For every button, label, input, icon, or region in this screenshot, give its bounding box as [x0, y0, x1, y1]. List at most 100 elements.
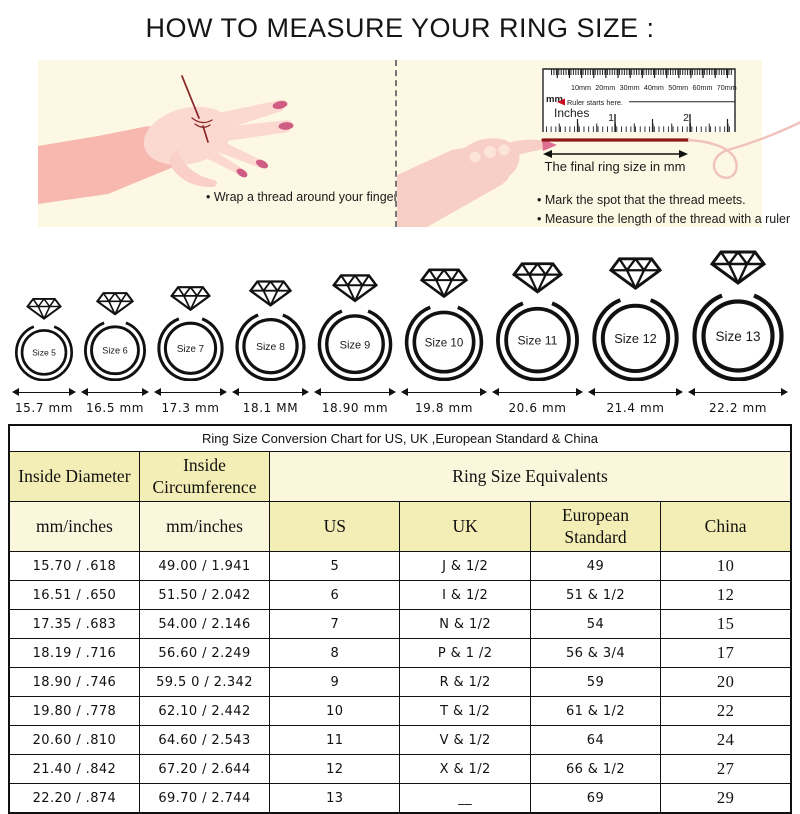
svg-text:30mm: 30mm [620, 83, 640, 92]
diamond-icon [170, 286, 211, 312]
diamond-icon [419, 268, 469, 299]
measure-arrow-icon [688, 388, 788, 397]
ring-diameter-label: 21.4 mm [606, 401, 665, 415]
table-row: 16.51 / .650 51.50 / 2.042 6 I & 1/2 51 … [8, 580, 792, 610]
ring-icon: Size 6 [84, 292, 146, 381]
inside-diameter-cell: 18.19 / .716 [8, 638, 140, 668]
china-size-cell: 22 [660, 696, 792, 726]
svg-text:10mm: 10mm [571, 83, 591, 92]
ruler-illustration: 10mm 20mm 30mm 40mm 50mm 60mm 70mm mm Ru… [397, 68, 800, 227]
table-row: 21.40 / .842 67.20 / 2.644 12 X & 1/2 66… [8, 754, 792, 784]
ruler-icon: 10mm 20mm 30mm 40mm 50mm 60mm 70mm mm Ru… [542, 68, 737, 133]
inside-circumference-cell: 59.5 0 / 2.342 [138, 667, 271, 697]
svg-text:70mm: 70mm [717, 83, 737, 92]
china-column-header: China [660, 501, 792, 552]
european-size-cell: 61 & 1/2 [529, 696, 662, 726]
panel-measure-thread: 10mm 20mm 30mm 40mm 50mm 60mm 70mm mm Ru… [397, 60, 800, 227]
uk-size-cell: R & 1/2 [399, 667, 531, 697]
european-size-cell: 54 [529, 609, 662, 639]
ring-size-item: Size 10 19.8 mm [401, 267, 487, 415]
china-size-cell: 12 [660, 580, 792, 610]
ring-diameter-label: 22.2 mm [708, 401, 768, 415]
table-row: 18.90 / .746 59.5 0 / 2.342 9 R & 1/2 59… [8, 667, 792, 697]
inch-number-1: 1 [608, 112, 614, 124]
european-size-cell: 66 & 1/2 [529, 754, 662, 784]
inside-diameter-cell: 17.35 / .683 [8, 609, 140, 639]
ring-size-label: Size 11 [517, 334, 557, 348]
ring-size-equivalents-header: Ring Size Equivalents [269, 451, 792, 502]
inside-circumference-cell: 62.10 / 2.442 [138, 696, 271, 726]
caption-mark-spot: • Mark the spot that the thread meets. [537, 193, 746, 207]
table-row: 15.70 / .618 49.00 / 1.941 5 J & 1/2 49 … [8, 551, 792, 581]
inside-diameter-cell: 22.20 / .874 [8, 783, 140, 814]
ruler-start-marker-icon [557, 98, 565, 106]
ring-icon: Size 10 [404, 268, 484, 381]
european-size-cell: 59 [529, 667, 662, 697]
inside-diameter-cell: 19.80 / .778 [8, 696, 140, 726]
knuckles [469, 144, 510, 163]
inches-unit-label: Inches [554, 106, 589, 120]
china-size-cell: 24 [660, 725, 792, 755]
ring-size-label: Size 9 [340, 339, 371, 351]
ring-icon: Size 11 [496, 262, 579, 381]
ring-size-item: Size 11 20.6 mm [492, 261, 583, 415]
inside-circumference-cell: 49.00 / 1.941 [138, 551, 271, 581]
uk-size-cell: N & 1/2 [399, 609, 531, 639]
european-size-cell: 69 [529, 783, 662, 814]
diameter-unit-header: mm/inches [8, 501, 140, 552]
final-size-arrow-label: The final ring size in mm [545, 159, 686, 174]
svg-text:60mm: 60mm [693, 83, 713, 92]
uk-size-cell: X & 1/2 [399, 754, 531, 784]
svg-text:40mm: 40mm [644, 83, 664, 92]
ring-size-label: Size 13 [715, 329, 760, 344]
ring-diameter-label: 18.90 mm [321, 401, 389, 415]
us-size-cell: 9 [269, 667, 401, 697]
uk-size-cell: P & 1 /2 [399, 638, 531, 668]
ring-size-item: Size 8 18.1 MM [232, 279, 309, 415]
measure-captions: • Mark the spot that the thread meets. •… [537, 191, 790, 230]
ring-diameter-label: 15.7 mm [14, 401, 74, 415]
panel-divider [395, 60, 397, 227]
european-size-cell: 56 & 3/4 [529, 638, 662, 668]
measure-arrow-icon [492, 388, 583, 397]
table-row: 17.35 / .683 54.00 / 2.146 7 N & 1/2 54 … [8, 609, 792, 639]
ring-icon: Size 12 [592, 257, 679, 381]
ring-size-item: Size 6 16.5 mm [81, 291, 149, 415]
inside-diameter-header: Inside Diameter [8, 451, 140, 502]
fingernails [236, 100, 294, 178]
china-size-cell: 20 [660, 667, 792, 697]
diamond-icon [26, 297, 62, 320]
diamond-icon [95, 292, 135, 316]
ring-size-label: Size 10 [425, 336, 464, 349]
hand-thread-illustration [38, 75, 294, 204]
diamond-icon [511, 262, 564, 294]
table-header-row: Inside Diameter Inside Circumference Rin… [8, 451, 792, 502]
us-column-header: US [269, 501, 401, 552]
ring-icon: Size 5 [14, 297, 74, 381]
inside-circumference-header: Inside Circumference [138, 451, 271, 502]
us-size-cell: 8 [269, 638, 401, 668]
page-title: HOW TO MEASURE YOUR RING SIZE : [145, 13, 655, 43]
conversion-table: Ring Size Conversion Chart for US, UK ,E… [8, 424, 792, 814]
china-size-cell: 29 [660, 783, 792, 814]
ring-diameter-label: 18.1 MM [242, 401, 299, 415]
ring-diameter-label: 19.8 mm [414, 401, 474, 415]
china-size-cell: 17 [660, 638, 792, 668]
svg-text:50mm: 50mm [668, 83, 688, 92]
uk-size-cell: V & 1/2 [399, 725, 531, 755]
table-row: 22.20 / .874 69.70 / 2.744 13 __ 69 29 [8, 783, 792, 814]
european-standard-column-header: European Standard [529, 501, 662, 552]
ring-size-label: Size 12 [614, 331, 657, 346]
ring-diameter-label: 16.5 mm [85, 401, 145, 415]
panel-wrap-thread: • Wrap a thread around your finger [38, 60, 398, 227]
table-row: 18.19 / .716 56.60 / 2.249 8 P & 1 /2 56… [8, 638, 792, 668]
ring-size-label: Size 5 [32, 348, 56, 358]
ring-size-item: Size 5 15.7 mm [12, 297, 76, 415]
measure-arrow-icon [314, 388, 396, 397]
measure-arrow-icon [81, 388, 149, 397]
inside-circumference-cell: 67.20 / 2.644 [138, 754, 271, 784]
ring-diameter-label: 17.3 mm [161, 401, 220, 415]
ring-icon: Size 8 [235, 280, 306, 381]
circumference-unit-header: mm/inches [138, 501, 271, 552]
table-row: 19.80 / .778 62.10 / 2.442 10 T & 1/2 61… [8, 696, 792, 726]
